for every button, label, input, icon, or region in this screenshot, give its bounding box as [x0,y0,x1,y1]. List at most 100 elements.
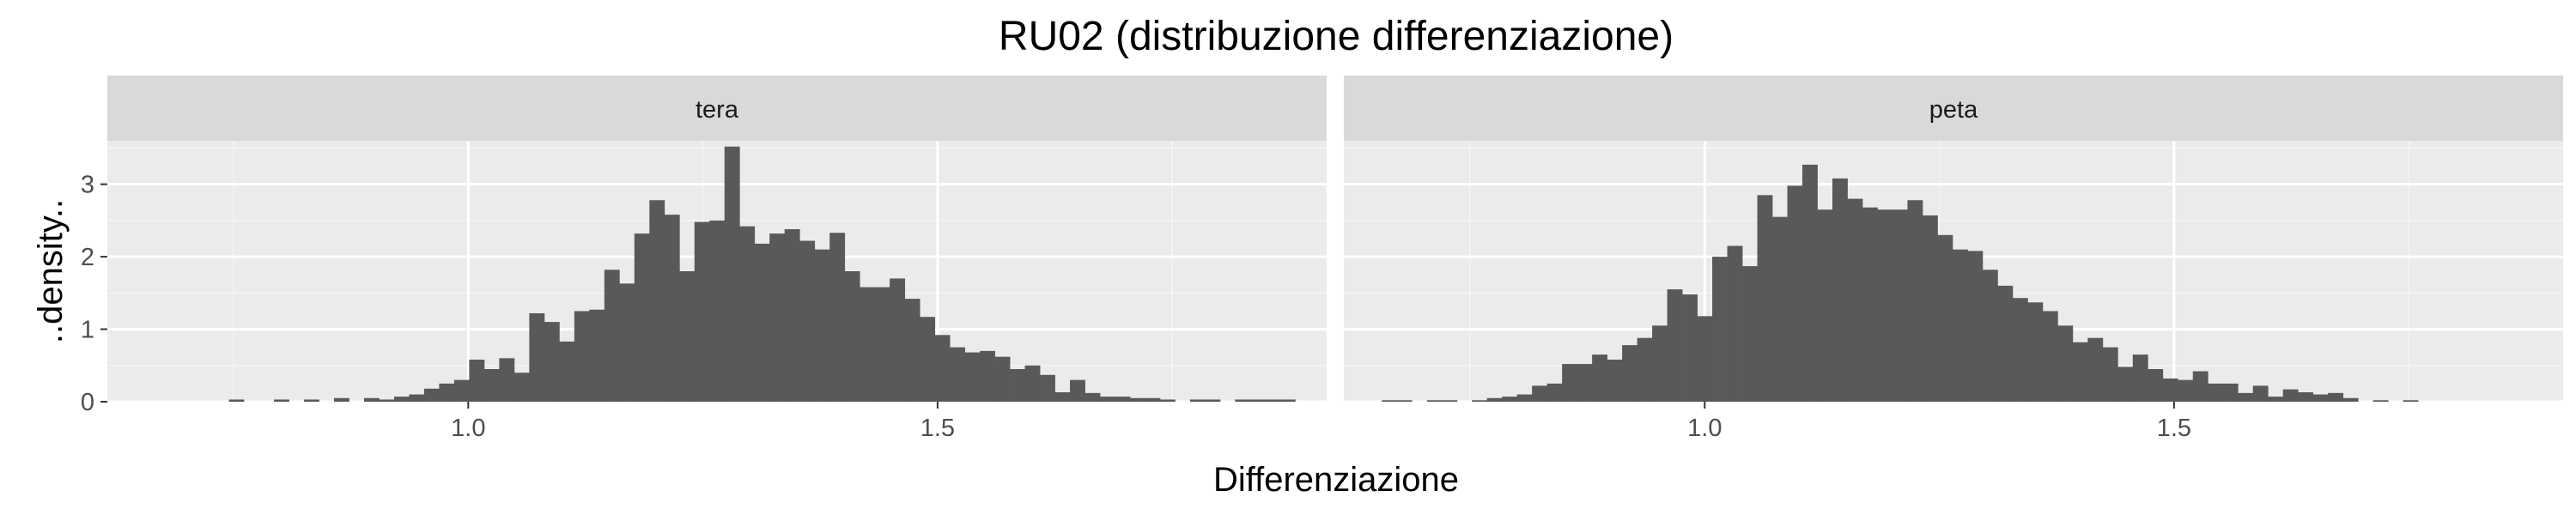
histogram-bar [363,397,380,402]
histogram-bar [664,215,680,402]
histogram-bar [1922,215,1938,402]
histogram-bar [2282,389,2299,402]
histogram-bar [589,309,605,402]
histogram-bar [634,233,650,402]
x-axis-peta: 1.0 1.5 [1687,402,2191,442]
histogram-bar [799,240,816,402]
histogram-bar [1516,394,1533,402]
histogram-bar [1727,245,1743,402]
histogram-bar [1712,257,1728,402]
histogram-bar [1592,354,1608,402]
histogram-bar [1010,369,1025,402]
histogram-bar [1757,195,1773,402]
chart-title: RU02 (distribuzione differenziazione) [999,14,1674,59]
histogram-bar [1546,383,1563,402]
histogram-bar [2222,383,2239,402]
histogram-bar [1892,209,1908,402]
x-axis-tera: 1.0 1.5 [451,402,955,442]
histogram-bar [890,278,906,402]
histogram-bar [2403,400,2419,402]
histogram-bar [529,312,545,402]
histogram-bar [1159,399,1176,402]
histogram-bar [1937,234,1953,402]
histogram-bar [409,394,425,402]
histogram-bars-peta [1382,164,2419,402]
histogram-bar [1129,397,1145,402]
histogram-bar [1577,364,1593,402]
histogram-bar [1115,397,1131,402]
histogram-bar [2208,383,2224,402]
histogram-bar [874,287,890,402]
x-axis-title: Differenziazione [1213,461,1459,499]
histogram-bar [1877,209,1893,402]
histogram-bar [333,397,349,402]
histogram-bar [1265,399,1281,402]
histogram-bar [2298,392,2314,402]
histogram-bar [754,243,770,402]
histogram-bar [994,356,1011,402]
histogram-bar [423,388,440,402]
histogram-bar [1982,270,1998,402]
histogram-bar [2148,369,2164,402]
histogram-bar [513,373,530,402]
histogram-bar [844,271,860,402]
facet-strip-peta [1344,76,2563,141]
histogram-bar [829,233,846,402]
y-axis: 0 1 2 3 [81,172,107,416]
histogram-bar [1235,399,1251,402]
histogram-bar [559,341,575,402]
histogram-bar [228,399,245,402]
histogram-bar [1084,392,1101,402]
histogram-bar [2372,400,2389,402]
histogram-bar [1442,400,1458,402]
histogram-bar [2268,397,2284,402]
histogram-bar [2102,347,2118,402]
histogram-bar [1607,360,1623,402]
histogram-bar [453,379,470,402]
histogram-bar [1952,249,1968,402]
histogram-bar [499,358,515,402]
histogram-bar [1817,209,1833,402]
histogram-bar [1100,397,1115,402]
histogram-bar [274,399,289,402]
histogram-bar [1697,316,1713,402]
histogram-bar [1637,337,1653,402]
histogram-bar [1847,198,1863,402]
histogram-bar [1967,251,1984,402]
histogram-bar [1486,397,1503,402]
histogram-bar [1382,400,1398,402]
histogram-bar [1862,207,1878,402]
histogram-bar [1682,294,1698,402]
histogram-bar [469,360,485,402]
histogram-bar [964,352,981,402]
histogram-bar [2192,371,2208,402]
histogram-bar [604,270,620,402]
x-tick-label: 1.5 [920,415,955,442]
histogram-bar [814,249,830,402]
histogram-bar [1426,400,1443,402]
histogram-bar [1472,400,1488,402]
facet-strip-tera [107,76,1327,141]
x-tick-label: 1.5 [2157,415,2191,442]
histogram-bar [544,322,560,402]
histogram-bar [574,311,590,402]
histogram-bar [1742,266,1758,402]
facet-label-tera: tera [696,96,739,124]
histogram-bar [1787,185,1803,402]
histogram-bar [1997,285,2014,402]
histogram-bar [1279,399,1296,402]
histogram-bar [1907,200,1923,402]
histogram-bar [920,317,936,402]
facet-label-peta: peta [1929,96,1978,124]
histogram-bar [2027,302,2044,402]
histogram-bar [1249,399,1266,402]
histogram-bar [1652,325,1668,402]
histogram-bar [1532,385,1548,402]
histogram-bar [1054,392,1071,402]
histogram-bar [980,350,995,402]
histogram-bar [1802,164,1818,402]
histogram-bar [904,299,920,402]
histogram-bar [950,347,965,402]
y-tick-label: 1 [81,317,94,344]
